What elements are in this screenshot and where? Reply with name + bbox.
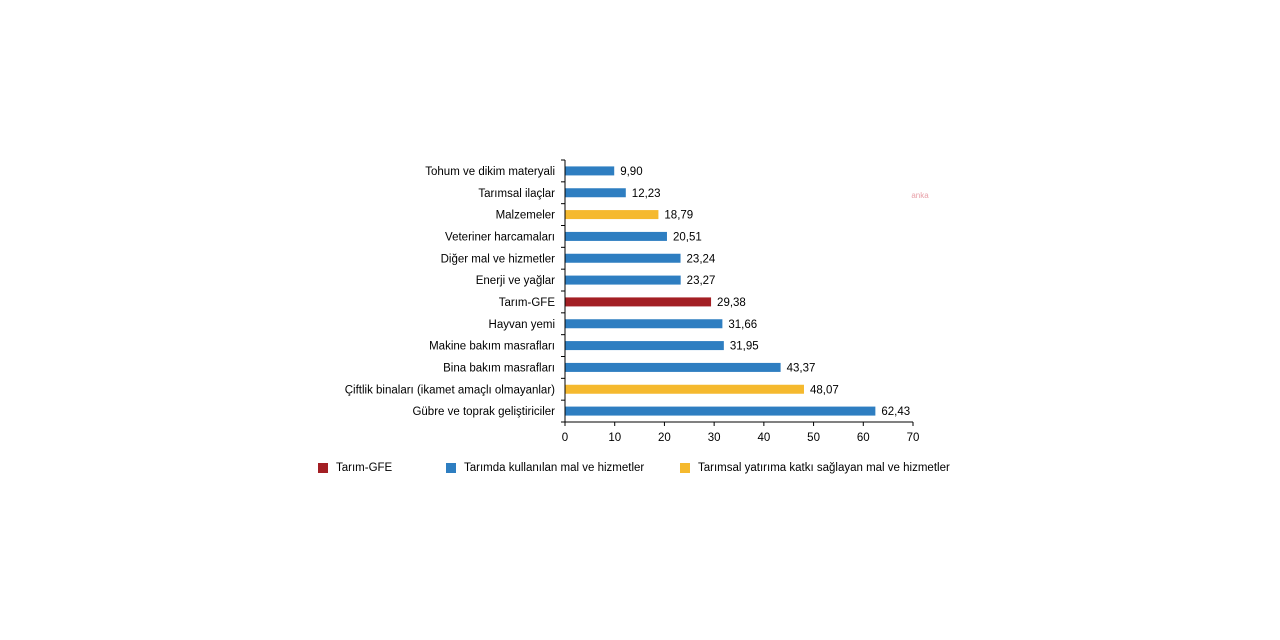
- value-label-8: 31,95: [730, 341, 759, 353]
- legend-label-gfe: Tarım-GFE: [336, 462, 393, 474]
- category-labels: Tohum ve dikim materyali Tarımsal ilaçlar…: [345, 166, 556, 418]
- legend-item-used: Tarımda kullanılan mal ve hizmetler: [446, 462, 644, 474]
- value-label-6: 29,38: [717, 297, 746, 309]
- x-tick-label-4: 40: [757, 432, 770, 444]
- bar-6: [565, 297, 712, 307]
- bar-8: [565, 341, 724, 351]
- category-label-11: Gübre ve toprak geliştiriciler: [412, 406, 555, 418]
- legend-label-investment: Tarımsal yatırıma katkı sağlayan mal ve …: [698, 462, 950, 474]
- legend-label-used: Tarımda kullanılan mal ve hizmetler: [464, 462, 645, 474]
- value-label-4: 23,24: [687, 253, 716, 265]
- bar-7: [565, 319, 723, 329]
- legend: Tarım-GFE Tarımda kullanılan mal ve hizm…: [0, 462, 1280, 482]
- bar-3: [565, 231, 667, 241]
- category-label-4: Diğer mal ve hizmetler: [441, 253, 556, 265]
- bar-0: [565, 166, 615, 176]
- category-label-2: Malzemeler: [496, 210, 556, 222]
- legend-item-gfe: Tarım-GFE: [318, 462, 392, 474]
- bar-1: [565, 188, 626, 198]
- x-tick-label-2: 20: [658, 432, 671, 444]
- value-label-3: 20,51: [673, 231, 702, 243]
- value-label-1: 12,23: [632, 188, 661, 200]
- value-label-7: 31,66: [728, 319, 757, 331]
- value-label-2: 18,79: [664, 210, 693, 222]
- legend-swatch-gfe: [318, 463, 328, 473]
- value-label-0: 9,90: [620, 166, 642, 178]
- x-tick-label-0: 0: [562, 432, 568, 444]
- x-tick-labels: 0 10 20 30 40 50 60 70: [562, 432, 920, 444]
- value-label-9: 43,37: [787, 362, 816, 374]
- x-tick-label-3: 30: [708, 432, 721, 444]
- bar-9: [565, 362, 781, 372]
- category-label-5: Enerji ve yağlar: [476, 275, 555, 287]
- category-label-9: Bina bakım masrafları: [443, 362, 555, 374]
- category-label-0: Tohum ve dikim materyali: [425, 166, 555, 178]
- bar-11: [565, 406, 876, 416]
- x-tick-label-7: 70: [907, 432, 920, 444]
- legend-swatch-investment: [680, 463, 690, 473]
- value-label-10: 48,07: [810, 384, 839, 396]
- watermark-logo: anka: [911, 191, 929, 200]
- category-label-8: Makine bakım masrafları: [429, 341, 555, 353]
- category-label-1: Tarımsal ilaçlar: [478, 188, 555, 200]
- x-tick-label-6: 60: [857, 432, 870, 444]
- category-label-10: Çiftlik binaları (ikamet amaçlı olmayanl…: [345, 384, 555, 396]
- x-tick-label-5: 50: [807, 432, 820, 444]
- bar-2: [565, 210, 659, 220]
- axes: [561, 159, 914, 426]
- legend-item-investment: Tarımsal yatırıma katkı sağlayan mal ve …: [680, 462, 950, 474]
- category-label-7: Hayvan yemi: [489, 319, 555, 331]
- bar-10: [565, 384, 804, 394]
- bars: [565, 166, 876, 416]
- value-label-5: 23,27: [687, 275, 716, 287]
- bar-4: [565, 253, 681, 263]
- category-label-6: Tarım-GFE: [499, 297, 556, 309]
- category-label-3: Veteriner harcamaları: [445, 231, 555, 243]
- value-label-11: 62,43: [881, 406, 910, 418]
- bar-5: [565, 275, 681, 285]
- x-tick-label-1: 10: [608, 432, 621, 444]
- legend-swatch-used: [446, 463, 456, 473]
